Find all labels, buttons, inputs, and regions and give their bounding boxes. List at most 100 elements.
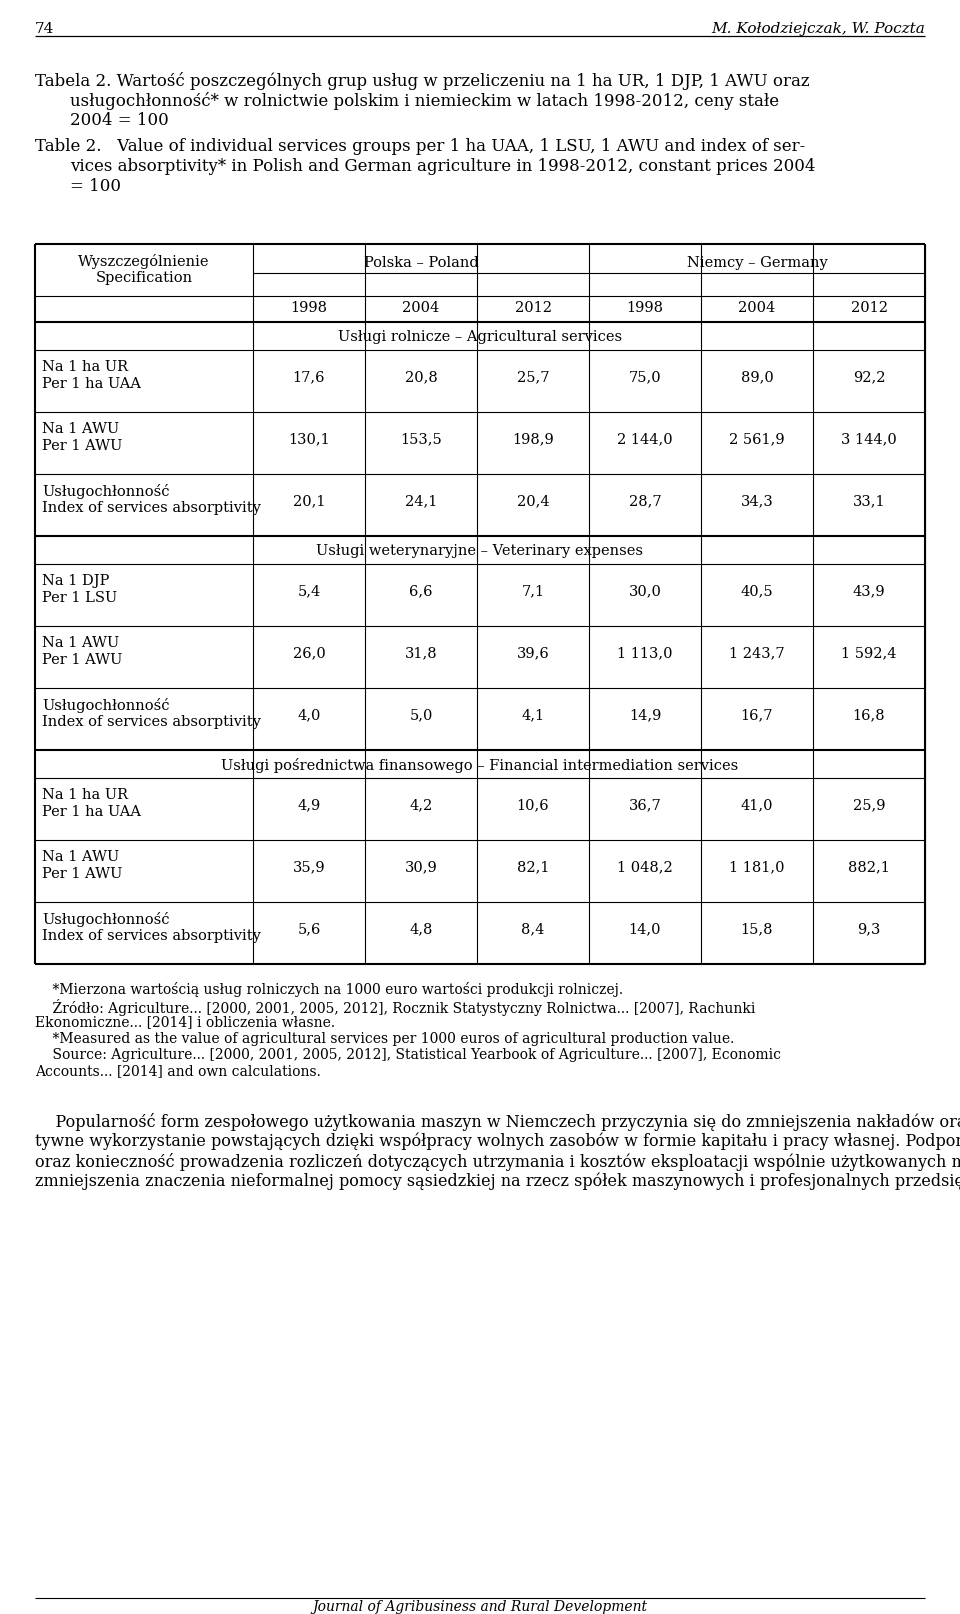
Text: 20,4: 20,4	[516, 494, 549, 508]
Text: 2004: 2004	[738, 300, 776, 315]
Text: Usługi rolnicze – Agricultural services: Usługi rolnicze – Agricultural services	[338, 329, 622, 344]
Text: 15,8: 15,8	[741, 922, 773, 936]
Text: Source: Agriculture... [2000, 2001, 2005, 2012], Statistical Yearbook of Agricul: Source: Agriculture... [2000, 2001, 2005…	[35, 1047, 781, 1062]
Text: 4,9: 4,9	[298, 797, 321, 812]
Text: 1 243,7: 1 243,7	[730, 646, 785, 660]
Text: 9,3: 9,3	[857, 922, 880, 936]
Text: Niemcy – Germany: Niemcy – Germany	[686, 257, 828, 270]
Text: Na 1 AWU: Na 1 AWU	[42, 636, 119, 650]
Text: Per 1 AWU: Per 1 AWU	[42, 439, 122, 454]
Text: Źródło: Agriculture... [2000, 2001, 2005, 2012], Rocznik Statystyczny Rolnictwa.: Źródło: Agriculture... [2000, 2001, 2005…	[35, 999, 756, 1015]
Text: Na 1 AWU: Na 1 AWU	[42, 421, 119, 436]
Text: vices absorptivity* in Polish and German agriculture in 1998-2012, constant pric: vices absorptivity* in Polish and German…	[70, 158, 815, 174]
Text: 4,8: 4,8	[409, 922, 433, 936]
Text: 10,6: 10,6	[516, 797, 549, 812]
Text: 41,0: 41,0	[741, 797, 773, 812]
Text: 36,7: 36,7	[629, 797, 661, 812]
Text: Tabela 2. Wartość poszczególnych grup usług w przeliczeniu na 1 ha UR, 1 DJP, 1 : Tabela 2. Wartość poszczególnych grup us…	[35, 73, 809, 90]
Text: 1 181,0: 1 181,0	[730, 860, 784, 875]
Text: 4,0: 4,0	[298, 709, 321, 721]
Text: = 100: = 100	[70, 178, 121, 195]
Text: Table 2.   Value of individual services groups per 1 ha UAA, 1 LSU, 1 AWU and in: Table 2. Value of individual services gr…	[35, 139, 805, 155]
Text: Usługochłonność: Usługochłonność	[42, 697, 170, 713]
Text: Ekonomiczne... [2014] i obliczenia własne.: Ekonomiczne... [2014] i obliczenia własn…	[35, 1015, 335, 1030]
Text: 5,4: 5,4	[298, 584, 321, 599]
Text: Per 1 LSU: Per 1 LSU	[42, 591, 117, 605]
Text: 14,0: 14,0	[629, 922, 661, 936]
Text: 5,6: 5,6	[298, 922, 321, 936]
Text: 74: 74	[35, 23, 55, 36]
Text: 39,6: 39,6	[516, 646, 549, 660]
Text: 31,8: 31,8	[405, 646, 438, 660]
Text: Na 1 AWU: Na 1 AWU	[42, 851, 119, 863]
Text: Index of services absorptivity: Index of services absorptivity	[42, 715, 261, 730]
Text: 2004 = 100: 2004 = 100	[70, 111, 169, 129]
Text: 40,5: 40,5	[741, 584, 774, 599]
Text: 198,9: 198,9	[512, 433, 554, 445]
Text: Index of services absorptivity: Index of services absorptivity	[42, 930, 261, 943]
Text: *Measured as the value of agricultural services per 1000 euros of agricultural p: *Measured as the value of agricultural s…	[35, 1031, 734, 1046]
Text: Accounts... [2014] and own calculations.: Accounts... [2014] and own calculations.	[35, 1065, 321, 1078]
Text: Polska – Poland: Polska – Poland	[364, 257, 478, 270]
Text: 1 592,4: 1 592,4	[841, 646, 897, 660]
Text: *Mierzona wartością usług rolniczych na 1000 euro wartości produkcji rolniczej.: *Mierzona wartością usług rolniczych na …	[35, 981, 623, 997]
Text: 2004: 2004	[402, 300, 440, 315]
Text: Usługi weterynaryjne – Veterinary expenses: Usługi weterynaryjne – Veterinary expens…	[317, 544, 643, 558]
Text: Na 1 ha UR: Na 1 ha UR	[42, 360, 128, 374]
Text: Per 1 ha UAA: Per 1 ha UAA	[42, 378, 141, 391]
Text: 20,8: 20,8	[404, 370, 438, 384]
Text: 1998: 1998	[627, 300, 663, 315]
Text: 24,1: 24,1	[405, 494, 437, 508]
Text: 14,9: 14,9	[629, 709, 661, 721]
Text: Journal of Agribusiness and Rural Development: Journal of Agribusiness and Rural Develo…	[312, 1599, 648, 1614]
Text: 82,1: 82,1	[516, 860, 549, 875]
Text: 17,6: 17,6	[293, 370, 325, 384]
Text: 92,2: 92,2	[852, 370, 885, 384]
Text: 43,9: 43,9	[852, 584, 885, 599]
Text: 2012: 2012	[851, 300, 887, 315]
Text: 5,0: 5,0	[409, 709, 433, 721]
Text: Popularność form zespołowego użytkowania maszyn w Niemczech przyczynia się do zm: Popularność form zespołowego użytkowania…	[35, 1114, 960, 1131]
Text: 2 561,9: 2 561,9	[730, 433, 785, 445]
Text: 4,2: 4,2	[409, 797, 433, 812]
Text: 8,4: 8,4	[521, 922, 544, 936]
Text: 2012: 2012	[515, 300, 551, 315]
Text: 1998: 1998	[291, 300, 327, 315]
Text: 153,5: 153,5	[400, 433, 442, 445]
Text: 26,0: 26,0	[293, 646, 325, 660]
Text: 75,0: 75,0	[629, 370, 661, 384]
Text: Na 1 ha UR: Na 1 ha UR	[42, 788, 128, 802]
Text: 30,9: 30,9	[404, 860, 438, 875]
Text: 34,3: 34,3	[740, 494, 774, 508]
Text: 16,7: 16,7	[741, 709, 773, 721]
Text: 7,1: 7,1	[521, 584, 544, 599]
Text: 25,9: 25,9	[852, 797, 885, 812]
Text: 882,1: 882,1	[848, 860, 890, 875]
Text: 30,0: 30,0	[629, 584, 661, 599]
Text: usługochłonność* w rolnictwie polskim i niemieckim w latach 1998-2012, ceny stał: usługochłonność* w rolnictwie polskim i …	[70, 92, 780, 110]
Text: 1 113,0: 1 113,0	[617, 646, 673, 660]
Text: 4,1: 4,1	[521, 709, 544, 721]
Text: 33,1: 33,1	[852, 494, 885, 508]
Text: 130,1: 130,1	[288, 433, 330, 445]
Text: Usługi pośrednictwa finansowego – Financial intermediation services: Usługi pośrednictwa finansowego – Financ…	[222, 759, 738, 773]
Text: Wyszczególnienie: Wyszczególnienie	[79, 253, 209, 270]
Text: oraz konieczność prowadzenia rozliczeń dotyczących utrzymania i kosztów eksploat: oraz konieczność prowadzenia rozliczeń d…	[35, 1152, 960, 1172]
Text: 28,7: 28,7	[629, 494, 661, 508]
Text: zmniejszenia znaczenia nieformalnej pomocy sąsiedzkiej na rzecz spółek maszynowy: zmniejszenia znaczenia nieformalnej pomo…	[35, 1173, 960, 1191]
Text: Na 1 DJP: Na 1 DJP	[42, 575, 109, 587]
Text: 16,8: 16,8	[852, 709, 885, 721]
Text: Per 1 AWU: Per 1 AWU	[42, 867, 122, 881]
Text: Specification: Specification	[95, 271, 193, 286]
Text: Usługochłonność: Usługochłonność	[42, 912, 170, 926]
Text: Index of services absorptivity: Index of services absorptivity	[42, 500, 261, 515]
Text: Usługochłonność: Usługochłonność	[42, 484, 170, 499]
Text: 6,6: 6,6	[409, 584, 433, 599]
Text: Per 1 ha UAA: Per 1 ha UAA	[42, 805, 141, 818]
Text: Per 1 AWU: Per 1 AWU	[42, 654, 122, 667]
Text: M. Kołodziejczak, W. Poczta: M. Kołodziejczak, W. Poczta	[711, 23, 925, 36]
Text: tywne wykorzystanie powstających dzięki współpracy wolnych zasobów w formie kapi: tywne wykorzystanie powstających dzięki …	[35, 1133, 960, 1151]
Text: 2 144,0: 2 144,0	[617, 433, 673, 445]
Text: 25,7: 25,7	[516, 370, 549, 384]
Text: 89,0: 89,0	[740, 370, 774, 384]
